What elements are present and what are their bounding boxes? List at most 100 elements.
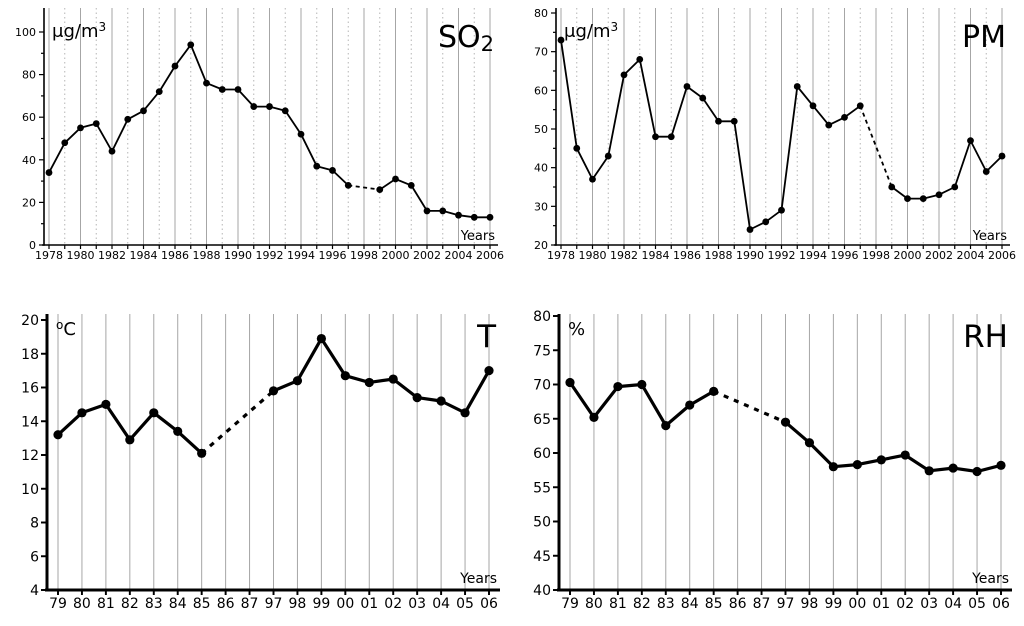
data-point <box>924 466 934 476</box>
data-point <box>439 207 447 215</box>
data-point <box>715 117 722 125</box>
data-point <box>392 175 399 183</box>
y-tick-label: 16 <box>21 381 39 397</box>
data-point <box>423 207 431 215</box>
data-point <box>935 191 943 199</box>
x-tick-label: 83 <box>145 596 163 612</box>
data-point <box>613 381 623 392</box>
x-tick-label: 84 <box>681 596 699 612</box>
x-tick-label: 1988 <box>705 249 733 262</box>
x-tick-label: 03 <box>408 596 426 612</box>
data-point <box>904 195 911 203</box>
data-point <box>972 466 982 477</box>
data-point <box>187 41 195 49</box>
data-point <box>828 462 838 472</box>
x-tick-label: 03 <box>920 596 938 612</box>
y-tick-label: 4 <box>30 583 39 599</box>
x-tick-label: 1996 <box>319 249 347 262</box>
data-point <box>407 181 415 189</box>
data-point <box>762 218 770 226</box>
x-tick-label: 1980 <box>579 249 607 262</box>
data-point <box>919 195 927 203</box>
rh-axes <box>557 314 1012 592</box>
y-tick-label: 20 <box>534 239 548 252</box>
data-point <box>234 86 242 93</box>
rh-ticks <box>553 315 1002 595</box>
y-tick-label: 20 <box>21 313 39 329</box>
y-tick-label: 60 <box>533 446 551 462</box>
data-point <box>77 124 84 132</box>
data-point <box>140 107 147 115</box>
data-point <box>730 117 738 125</box>
pm-series <box>557 36 1006 233</box>
x-tick-label: 01 <box>360 596 378 612</box>
x-tick-label: 97 <box>777 596 795 612</box>
data-point <box>667 133 675 141</box>
data-point <box>281 107 289 115</box>
data-point <box>804 438 815 448</box>
data-point <box>778 206 785 214</box>
x-tick-label: 2004 <box>957 249 985 262</box>
x-tick-label: 1992 <box>768 249 796 262</box>
so2-years-label: Years <box>460 229 496 244</box>
data-line-dashed-gap <box>713 389 787 424</box>
x-tick-label: 1992 <box>256 249 284 262</box>
x-tick-label: 06 <box>480 596 498 612</box>
x-tick-label: 98 <box>289 596 307 612</box>
t-y-tick-labels: 4 6 8 10 12 14 16 18 20 <box>21 313 39 599</box>
rh-x-tick-labels: 79 80 81 82 83 84 85 86 87 97 98 99 00 01 02 03 04 05 06 <box>561 596 1010 612</box>
x-tick-label: 80 <box>585 596 603 612</box>
x-tick-label: 1980 <box>67 249 95 262</box>
y-tick-label: 80 <box>534 7 548 20</box>
data-point <box>809 102 817 110</box>
t-x-tick-labels: 79 80 81 82 83 84 85 86 87 97 98 99 00 01 02 03 04 05 06 <box>49 596 498 612</box>
data-point <box>900 450 910 460</box>
data-point <box>636 56 644 63</box>
data-point <box>149 408 159 418</box>
so2-gridlines <box>48 8 491 245</box>
data-point <box>77 408 87 418</box>
y-tick-label: 14 <box>21 414 39 430</box>
x-tick-label: 86 <box>729 596 747 612</box>
data-point <box>661 421 671 431</box>
t-chart-svg: 4 6 8 10 12 14 16 18 20 79 80 81 82 83 84 85 86 87 97 98 99 0… <box>21 313 500 612</box>
pm-years-label: Years <box>972 229 1008 244</box>
y-tick-label: 18 <box>21 347 39 363</box>
data-point <box>685 400 695 410</box>
y-tick-label: 40 <box>533 583 551 599</box>
y-tick-label: 100 <box>15 26 36 39</box>
data-line-dashed-gap <box>348 184 380 191</box>
t-ticks <box>41 319 490 595</box>
x-tick-label: 2004 <box>445 249 473 262</box>
y-tick-label: 20 <box>22 196 36 209</box>
x-tick-label: 04 <box>432 596 450 612</box>
x-tick-label: 87 <box>753 596 771 612</box>
y-tick-label: 6 <box>30 549 39 565</box>
pm-chart: 20 30 40 50 60 70 80 1978 1980 1982 1984 1986 1988 19… <box>512 0 1024 280</box>
data-point <box>573 144 581 152</box>
data-point <box>876 455 886 465</box>
y-tick-label: 55 <box>533 480 551 496</box>
x-tick-label: 1984 <box>642 249 670 262</box>
data-point <box>484 366 494 376</box>
data-line-solid <box>379 178 490 219</box>
data-point <box>996 460 1006 470</box>
rh-chart-svg: 40 45 50 55 60 65 70 75 80 79 80 81 82 83 84 85 86 87 97 98… <box>533 309 1012 612</box>
t-axes <box>45 314 500 592</box>
data-point <box>951 183 959 191</box>
t-chart-title: T <box>476 319 497 355</box>
rh-chart-title: RH <box>963 319 1008 355</box>
x-tick-label: 05 <box>456 596 474 612</box>
pm-chart-title: PM <box>962 20 1006 55</box>
x-tick-label: 1994 <box>287 249 315 262</box>
y-tick-label: 50 <box>534 123 548 136</box>
x-tick-label: 00 <box>336 596 354 612</box>
y-tick-label: 10 <box>21 482 39 498</box>
y-tick-label: 30 <box>534 200 548 213</box>
data-point <box>268 386 279 396</box>
data-point <box>998 152 1006 160</box>
rh-gridlines <box>569 314 1002 590</box>
rh-y-tick-labels: 40 45 50 55 60 65 70 75 80 <box>533 309 551 599</box>
data-point <box>124 115 132 123</box>
